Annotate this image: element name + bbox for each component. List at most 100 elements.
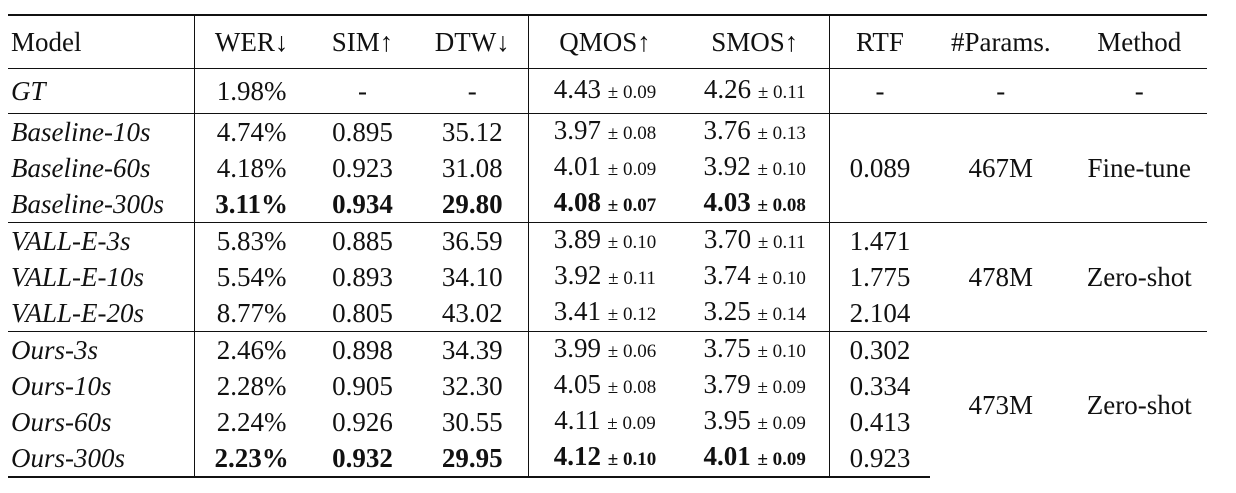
smos-value: 3.25 bbox=[703, 296, 751, 326]
row-rtf: 0.334 bbox=[828, 368, 931, 404]
row-smos: 4.01 ± 0.09 bbox=[680, 440, 830, 478]
row-sim: 0.898 bbox=[308, 331, 417, 368]
gt-method: - bbox=[1071, 68, 1207, 114]
row-smos: 3.74 ± 0.10 bbox=[681, 259, 830, 295]
row-rtf: 2.104 bbox=[828, 295, 931, 332]
qmos-value: 4.11 bbox=[554, 405, 601, 435]
smos-value: 4.03 bbox=[703, 187, 751, 217]
row-dtw: 34.10 bbox=[441, 262, 503, 292]
row-smos: 3.75 ± 0.10 bbox=[680, 331, 830, 368]
row-smos: 3.92 ± 0.10 bbox=[681, 150, 830, 186]
smos-value: 3.74 bbox=[703, 260, 751, 290]
gt-smos-pm: ± 0.11 bbox=[757, 82, 806, 103]
table-row: VALL-E-20s 8.77% 0.805 43.02 3.41 ± 0.12… bbox=[8, 295, 1207, 332]
smos-value: 3.92 bbox=[703, 151, 751, 181]
qmos-value: 3.97 bbox=[553, 115, 602, 145]
row-smos: 3.70 ± 0.11 bbox=[680, 222, 830, 259]
header-rtf: RTF bbox=[828, 14, 931, 69]
qmos-pm: ± 0.07 bbox=[607, 195, 657, 216]
row-wer: 5.83% bbox=[193, 222, 309, 259]
smos-pm: ± 0.09 bbox=[757, 449, 806, 470]
qmos-value: 3.89 bbox=[553, 224, 602, 254]
smos-pm: ± 0.14 bbox=[757, 304, 806, 325]
row-model: Ours-60s bbox=[11, 407, 112, 437]
gt-wer: 1.98% bbox=[193, 68, 309, 114]
gt-params: - bbox=[930, 68, 1072, 114]
row-wer: 8.77% bbox=[193, 295, 309, 332]
gt-qmos: 4.43 ± 0.09 bbox=[528, 68, 681, 114]
row-dtw: 32.30 bbox=[441, 371, 503, 401]
row-model: VALL-E-10s bbox=[11, 262, 144, 292]
row-dtw: 29.95 bbox=[416, 440, 529, 478]
row-rtf: 0.413 bbox=[828, 404, 931, 440]
row-qmos: 3.89 ± 0.10 bbox=[528, 222, 681, 259]
table-row: VALL-E-3s 5.83% 0.885 36.59 3.89 ± 0.10 … bbox=[8, 222, 1207, 332]
smos-pm: ± 0.10 bbox=[757, 341, 806, 362]
row-model: Baseline-10s bbox=[8, 113, 194, 150]
row-model: Ours-3s bbox=[8, 331, 194, 368]
gt-sim: - bbox=[308, 68, 417, 114]
gt-dtw: - bbox=[416, 68, 529, 114]
smos-pm: ± 0.08 bbox=[757, 195, 806, 216]
table-row: Ours-60s 2.24% 0.926 30.55 4.11 ± 0.09 3… bbox=[8, 404, 1207, 440]
ours-method: Zero-shot bbox=[1071, 331, 1207, 477]
smos-pm: ± 0.09 bbox=[757, 377, 806, 398]
qmos-pm: ± 0.10 bbox=[607, 232, 657, 253]
row-qmos: 4.11 ± 0.09 bbox=[528, 404, 681, 440]
row-sim: 0.805 bbox=[332, 298, 393, 328]
smos-value: 3.75 bbox=[703, 333, 751, 363]
row-dtw: 30.55 bbox=[441, 407, 503, 437]
row-dtw: 36.59 bbox=[416, 222, 529, 259]
smos-value: 3.76 bbox=[703, 115, 751, 145]
row-wer: 2.24% bbox=[193, 404, 309, 440]
row-qmos: 3.99 ± 0.06 bbox=[528, 331, 681, 368]
row-sim: 0.893 bbox=[332, 262, 393, 292]
row-qmos: 3.92 ± 0.11 bbox=[528, 259, 681, 295]
header-model: Model bbox=[8, 14, 194, 69]
row-wer: 4.74% bbox=[193, 113, 309, 150]
row-rtf: 0.923 bbox=[828, 440, 931, 478]
qmos-value: 4.05 bbox=[553, 369, 602, 399]
row-sim: 0.923 bbox=[332, 153, 393, 183]
row-smos: 3.76 ± 0.13 bbox=[680, 113, 830, 150]
header-wer: WER↓ bbox=[193, 14, 309, 69]
row-wer: 5.54% bbox=[193, 259, 309, 295]
smos-value: 3.79 bbox=[703, 369, 751, 399]
row-model: VALL-E-3s bbox=[8, 222, 194, 259]
table-row: Baseline-300s 3.11% 0.934 29.80 4.08 ± 0… bbox=[8, 186, 1207, 223]
gt-qmos-pm: ± 0.09 bbox=[607, 82, 657, 103]
header-smos: SMOS↑ bbox=[680, 14, 830, 69]
qmos-value: 4.01 bbox=[553, 151, 602, 181]
row-wer: 2.28% bbox=[193, 368, 309, 404]
header-qmos: QMOS↑ bbox=[528, 14, 681, 69]
row-rtf: 0.302 bbox=[828, 331, 931, 368]
qmos-pm: ± 0.06 bbox=[607, 341, 657, 362]
row-qmos: 4.01 ± 0.09 bbox=[528, 150, 681, 186]
qmos-pm: ± 0.11 bbox=[608, 268, 656, 289]
row-wer: 3.11% bbox=[193, 186, 309, 223]
row-sim: 0.926 bbox=[332, 407, 393, 437]
row-model: VALL-E-20s bbox=[11, 298, 144, 328]
row-smos: 3.25 ± 0.14 bbox=[681, 295, 830, 332]
qmos-pm: ± 0.12 bbox=[607, 304, 657, 325]
row-qmos: 3.97 ± 0.08 bbox=[528, 113, 681, 150]
gt-rtf: - bbox=[828, 68, 931, 114]
row-model: Baseline-60s bbox=[11, 153, 151, 183]
qmos-pm: ± 0.08 bbox=[607, 377, 657, 398]
smos-pm: ± 0.11 bbox=[757, 232, 806, 253]
qmos-value: 3.41 bbox=[553, 296, 602, 326]
row-smos: 3.95 ± 0.09 bbox=[681, 404, 830, 440]
row-smos: 4.03 ± 0.08 bbox=[681, 186, 830, 223]
table-row-gt: GT 1.98% - - 4.43 ± 0.09 4.26 ± 0.11 - -… bbox=[8, 68, 1207, 114]
table-row: Baseline-60s 4.18% 0.923 31.08 4.01 ± 0.… bbox=[8, 150, 1207, 186]
row-wer: 2.46% bbox=[193, 331, 309, 368]
qmos-value: 4.08 bbox=[553, 187, 602, 217]
table-row: Ours-300s 2.23% 0.932 29.95 4.12 ± 0.10 … bbox=[8, 440, 1207, 478]
smos-pm: ± 0.10 bbox=[757, 159, 806, 180]
smos-value: 3.70 bbox=[703, 224, 752, 254]
row-sim: 0.932 bbox=[308, 440, 417, 478]
qmos-value: 4.12 bbox=[553, 441, 602, 471]
row-qmos: 4.12 ± 0.10 bbox=[528, 440, 681, 478]
qmos-value: 3.92 bbox=[554, 260, 602, 290]
baseline-method: Fine-tune bbox=[1071, 113, 1207, 223]
